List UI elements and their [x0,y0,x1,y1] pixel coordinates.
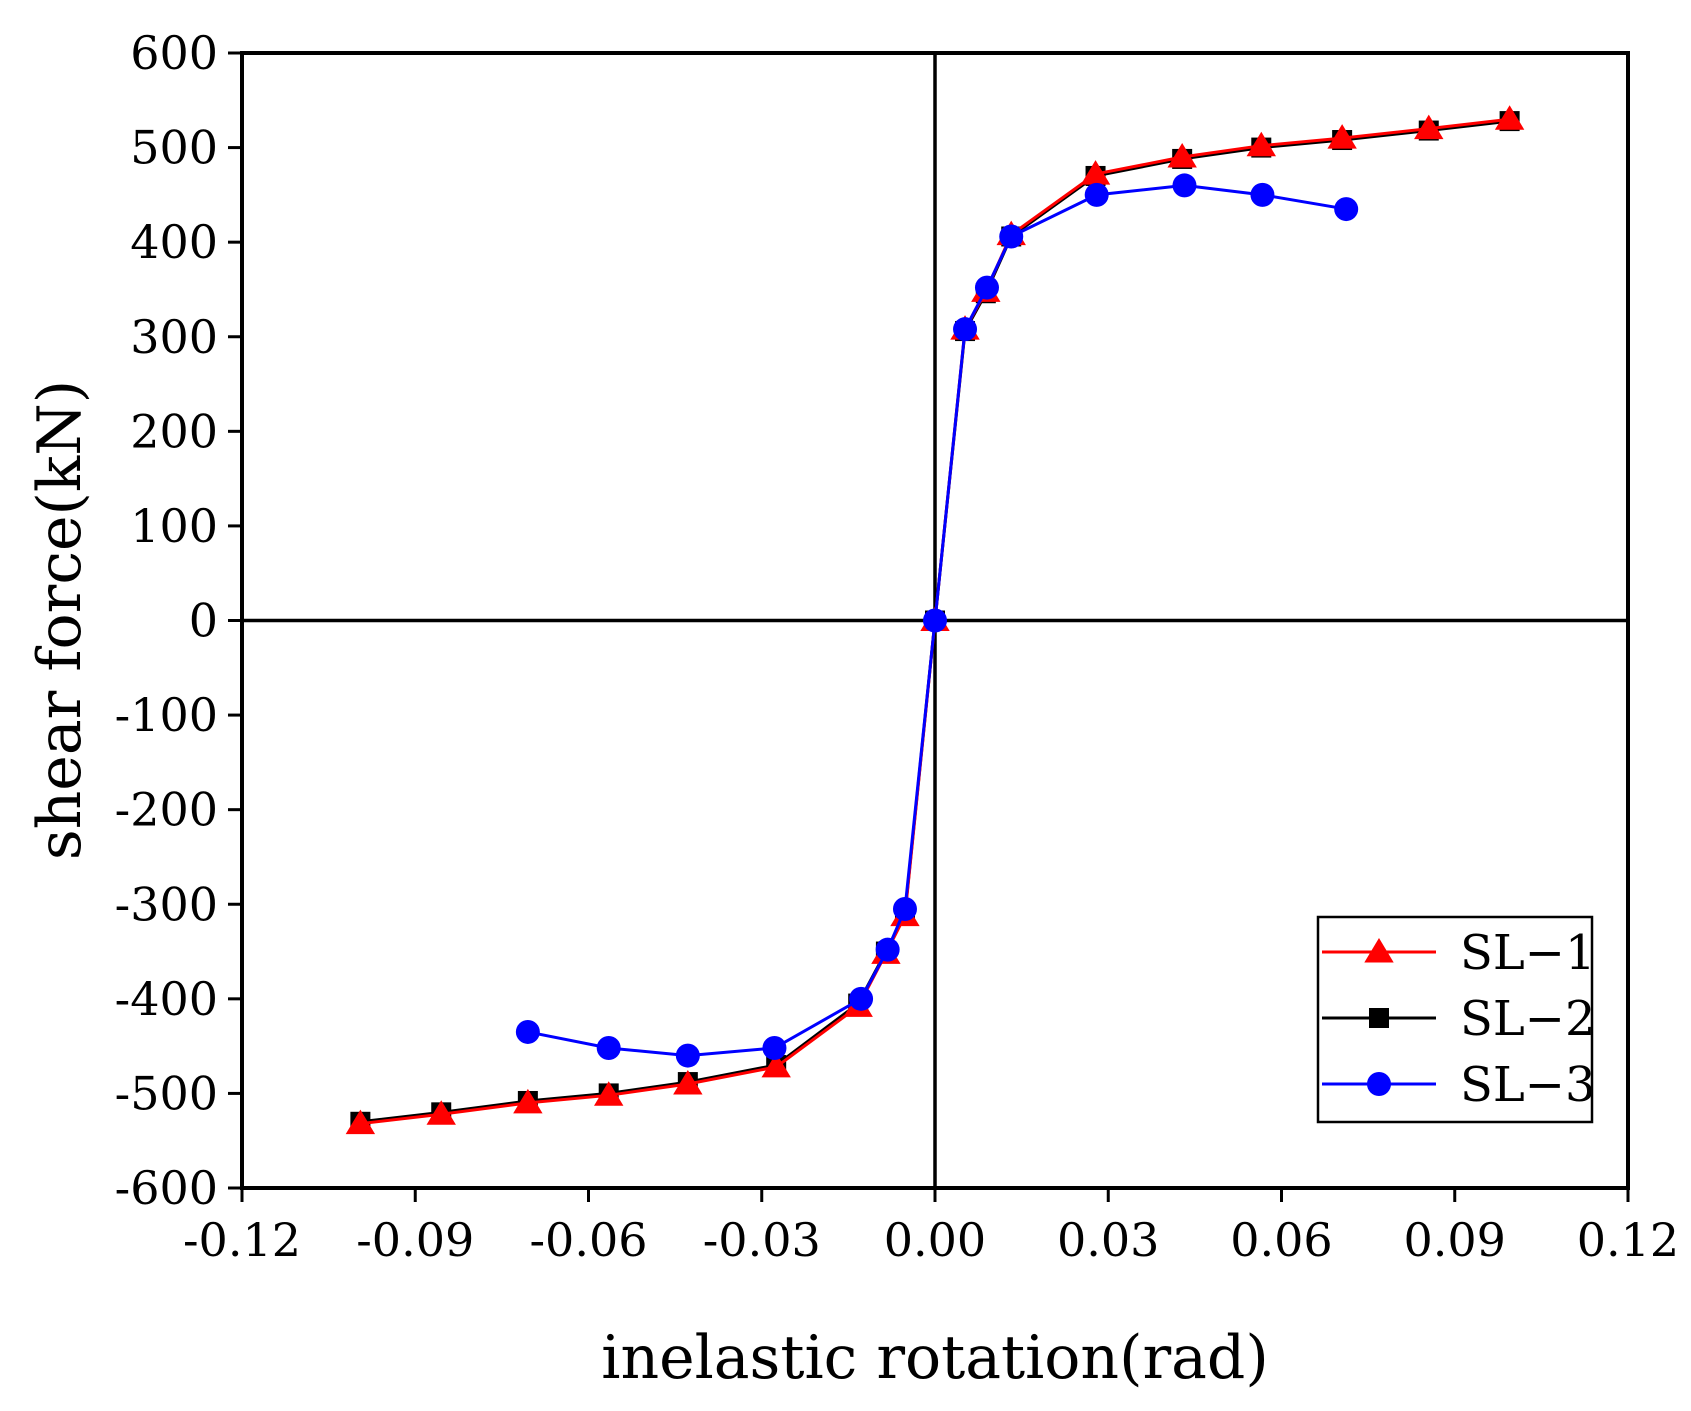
x-tick-label: -0.03 [703,1213,821,1267]
y-tick-label: -500 [115,1066,218,1120]
y-axis-label: shear force(kN) [25,380,95,860]
data-point [1080,160,1111,185]
y-tick-label: 500 [130,121,218,175]
data-point [513,1088,543,1114]
x-tick-label: -0.06 [530,1213,648,1267]
data-point [1327,124,1357,149]
data-point [999,224,1024,249]
y-tick-label: 100 [130,499,218,553]
legend-marker [1367,1072,1391,1096]
legend-marker [1364,938,1394,963]
data-point [849,986,874,1011]
data-point [953,317,978,342]
data-point [1167,143,1197,168]
data-point [762,1036,787,1061]
y-tick-label: -600 [115,1161,218,1215]
legend: SL−1 SL−2 SL−3 [1316,915,1596,1124]
data-point [923,608,947,633]
y-tick-label: 200 [130,404,218,458]
data-point [761,1052,791,1078]
y-tick-label: 0 [189,594,218,648]
x-tick-label: -0.12 [183,1213,301,1267]
y-tick-label: 300 [130,310,218,364]
legend-label: SL−2 [1460,991,1596,1047]
data-point [1084,182,1109,207]
x-tick-label: 0.12 [1577,1213,1679,1267]
axis-ticks: -0.12 -0.09 -0.06 -0.03 0.00 0.03 0.06 0.09 0.12… [115,26,1680,1267]
data-point [1246,131,1276,157]
data-point [515,1019,540,1044]
data-point [1414,114,1444,140]
y-tick-label: 400 [130,215,218,269]
legend-marker [1369,1008,1389,1028]
y-tick-label: 600 [130,26,218,80]
data-point [596,1036,621,1061]
legend-item: SL−2 [1322,991,1596,1047]
series-3 [515,173,1359,1068]
data-point [974,275,999,300]
series-layer [345,105,1525,1135]
x-tick-label: 0.06 [1230,1213,1332,1267]
data-point [345,1109,376,1135]
y-tick-label: -200 [115,783,218,837]
y-tick-label: -400 [115,972,218,1026]
data-point [892,896,917,921]
data-point [426,1100,456,1125]
data-point [1494,105,1525,130]
legend-item: SL−1 [1322,925,1596,981]
data-point [673,1069,703,1095]
data-point [675,1043,700,1068]
y-tick-label: -300 [115,877,218,931]
legend-label: SL−1 [1460,925,1596,981]
data-point [1172,173,1197,198]
legend-item: SL−3 [1322,1057,1596,1113]
x-tick-label: -0.09 [356,1213,474,1267]
data-point [1250,182,1275,207]
data-point [1334,197,1359,222]
legend-label: SL−3 [1460,1057,1596,1113]
x-tick-label: 0.03 [1057,1213,1159,1267]
y-tick-label: -100 [115,688,218,742]
x-tick-label: 0.00 [884,1213,986,1267]
data-point [875,937,900,962]
x-tick-label: 0.09 [1404,1213,1506,1267]
x-axis-label: inelastic rotation(rad) [601,1323,1269,1393]
data-point [594,1081,624,1106]
